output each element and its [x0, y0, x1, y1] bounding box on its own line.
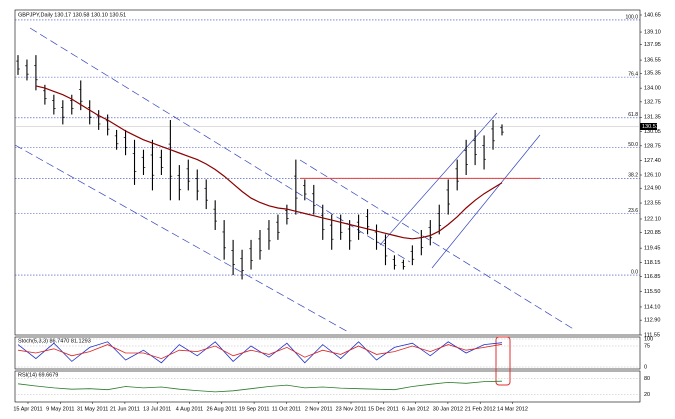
y-tick-label: 135.35: [644, 71, 661, 77]
y-tick-label: 130.05: [644, 129, 661, 135]
x-tick-label: 15 Apr 2011: [13, 406, 42, 412]
x-tick-label: 26 Aug 2011: [207, 406, 237, 412]
rsi-title: RSI(14) 69.6679: [18, 372, 58, 378]
y-tick-label: 132.75: [644, 99, 661, 105]
x-tick-label: 21 Feb 2012: [465, 406, 496, 412]
x-tick-label: 15 Dec 2011: [368, 406, 399, 412]
x-tick-label: 9 May 2011: [46, 406, 74, 412]
highlight-box: [495, 336, 511, 386]
x-tick-label: 13 Jul 2011: [143, 406, 171, 412]
x-tick-label: 14 Mar 2012: [497, 406, 528, 412]
fib-label: 38.2: [628, 173, 638, 179]
x-tick-label: 23 Nov 2011: [336, 406, 367, 412]
y-tick-label: 100: [644, 336, 653, 342]
moving-average: [35, 85, 503, 240]
last-price-label: 130.51: [642, 124, 659, 130]
rsi-panel: [14, 370, 641, 403]
stoch-title: Stoch(5,3,3) 86.7470 81.1293: [18, 338, 91, 344]
indicator-line: [17, 343, 503, 360]
y-tick-label: 75: [644, 343, 650, 349]
y-tick-label: 115.50: [644, 289, 660, 295]
fib-label: 50.0: [628, 142, 638, 148]
y-tick-label: 114.10: [644, 304, 660, 310]
x-tick-label: 31 May 2011: [77, 406, 108, 412]
indicator-line: [17, 380, 503, 393]
y-tick-label: 0: [644, 364, 647, 370]
stoch-panel: [14, 336, 641, 370]
y-tick-label: 111.55: [644, 332, 660, 338]
y-tick-label: 112.90: [644, 318, 660, 324]
y-tick-label: 139.10: [644, 29, 661, 35]
y-tick-label: 137.95: [644, 42, 661, 48]
fib-label: 23.6: [628, 208, 638, 214]
fib-label: 0.0: [631, 269, 638, 275]
y-tick-label: 131.35: [644, 115, 661, 121]
y-tick-label: 127.40: [644, 158, 661, 164]
x-tick-label: 4 Aug 2011: [176, 406, 203, 412]
trend-channel: [14, 27, 576, 334]
last-price-box: [640, 123, 657, 131]
y-tick-label: 120.85: [644, 230, 661, 236]
channel-line: [29, 27, 411, 263]
channel-line: [431, 134, 541, 269]
y-tick-label: 123.55: [644, 200, 661, 206]
up-channel: [379, 112, 541, 269]
x-tick-label: 19 Sep 2011: [239, 406, 270, 412]
x-tick-label: 11 Oct 2011: [272, 406, 301, 412]
y-tick-label: 128.75: [644, 143, 661, 149]
fib-label: 100.0: [625, 14, 638, 20]
y-tick-label: 126.10: [644, 172, 661, 178]
channel-line: [14, 144, 351, 334]
x-tick-label: 21 Jun 2011: [110, 406, 140, 412]
y-tick-label: 136.55: [644, 58, 661, 64]
y-tick-label: 140.65: [644, 12, 661, 18]
main-panel: [14, 9, 641, 336]
channel-line: [299, 159, 576, 331]
chart-title: GBPJPY,Daily 130.17 130.58 130.10 130.51: [18, 12, 126, 18]
x-tick-label: 6 Jan 2012: [402, 406, 429, 412]
y-tick-label: 124.90: [644, 186, 661, 192]
y-tick-label: 134.00: [644, 86, 661, 92]
y-tick-label: 119.45: [644, 246, 660, 252]
x-tick-label: 30 Jan 2012: [433, 406, 463, 412]
y-tick-label: 116.85: [644, 274, 660, 280]
y-tick-label: 122.10: [644, 216, 661, 222]
y-tick-label: 20: [644, 392, 650, 398]
fib-label: 76.4: [628, 71, 638, 77]
channel-line: [379, 112, 498, 246]
y-tick-label: 118.15: [644, 260, 660, 266]
indicator-line: [17, 341, 503, 364]
y-tick-label: 80: [644, 376, 650, 382]
fib-label: 61.8: [628, 112, 638, 118]
x-tick-label: 2 Nov 2011: [305, 406, 333, 412]
